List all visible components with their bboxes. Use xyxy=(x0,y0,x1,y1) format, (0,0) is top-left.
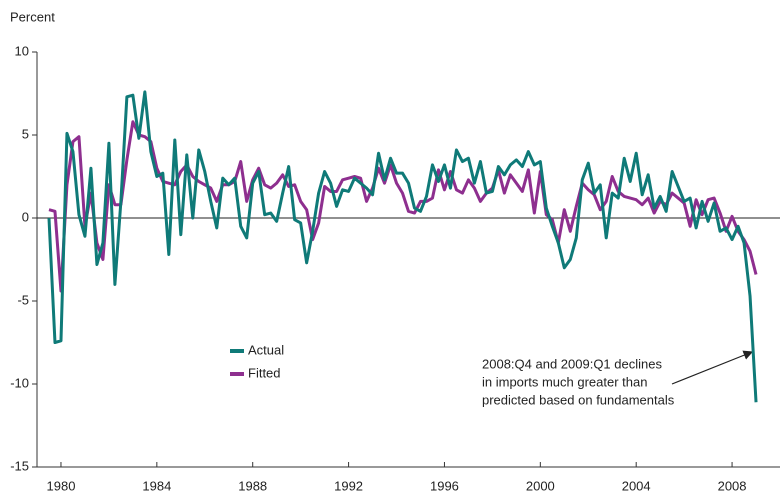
y-tick-label: -5 xyxy=(17,292,29,307)
annotation-text: 2008:Q4 and 2009:Q1 declines xyxy=(482,356,662,371)
x-tick-label: 1988 xyxy=(238,478,267,493)
x-tick-label: 2008 xyxy=(718,478,747,493)
data-line xyxy=(47,90,758,403)
x-tick-label: 1980 xyxy=(47,478,76,493)
y-tick-label: -10 xyxy=(10,375,29,390)
y-tick-label: 0 xyxy=(22,209,29,224)
annotation-text: in imports much greater than xyxy=(482,374,647,389)
annotation-arrow xyxy=(671,350,754,385)
legend-label: Actual xyxy=(248,342,284,357)
x-tick-label: 2000 xyxy=(526,478,555,493)
y-tick-label: 5 xyxy=(22,126,29,141)
data-line xyxy=(48,120,758,293)
annotation-text: predicted based on fundamentals xyxy=(482,392,675,407)
legend-label: Fitted xyxy=(248,365,281,380)
x-tick-label: 1992 xyxy=(334,478,363,493)
x-tick-label: 1996 xyxy=(430,478,459,493)
x-tick-label: 2004 xyxy=(622,478,651,493)
y-tick-label: 10 xyxy=(15,43,29,58)
x-tick-label: 1984 xyxy=(142,478,171,493)
y-tick-label: -15 xyxy=(10,458,29,473)
y-axis-label: Percent xyxy=(10,9,55,24)
